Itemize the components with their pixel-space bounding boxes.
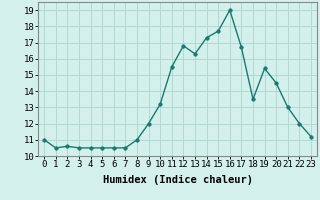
X-axis label: Humidex (Indice chaleur): Humidex (Indice chaleur)	[103, 175, 252, 185]
